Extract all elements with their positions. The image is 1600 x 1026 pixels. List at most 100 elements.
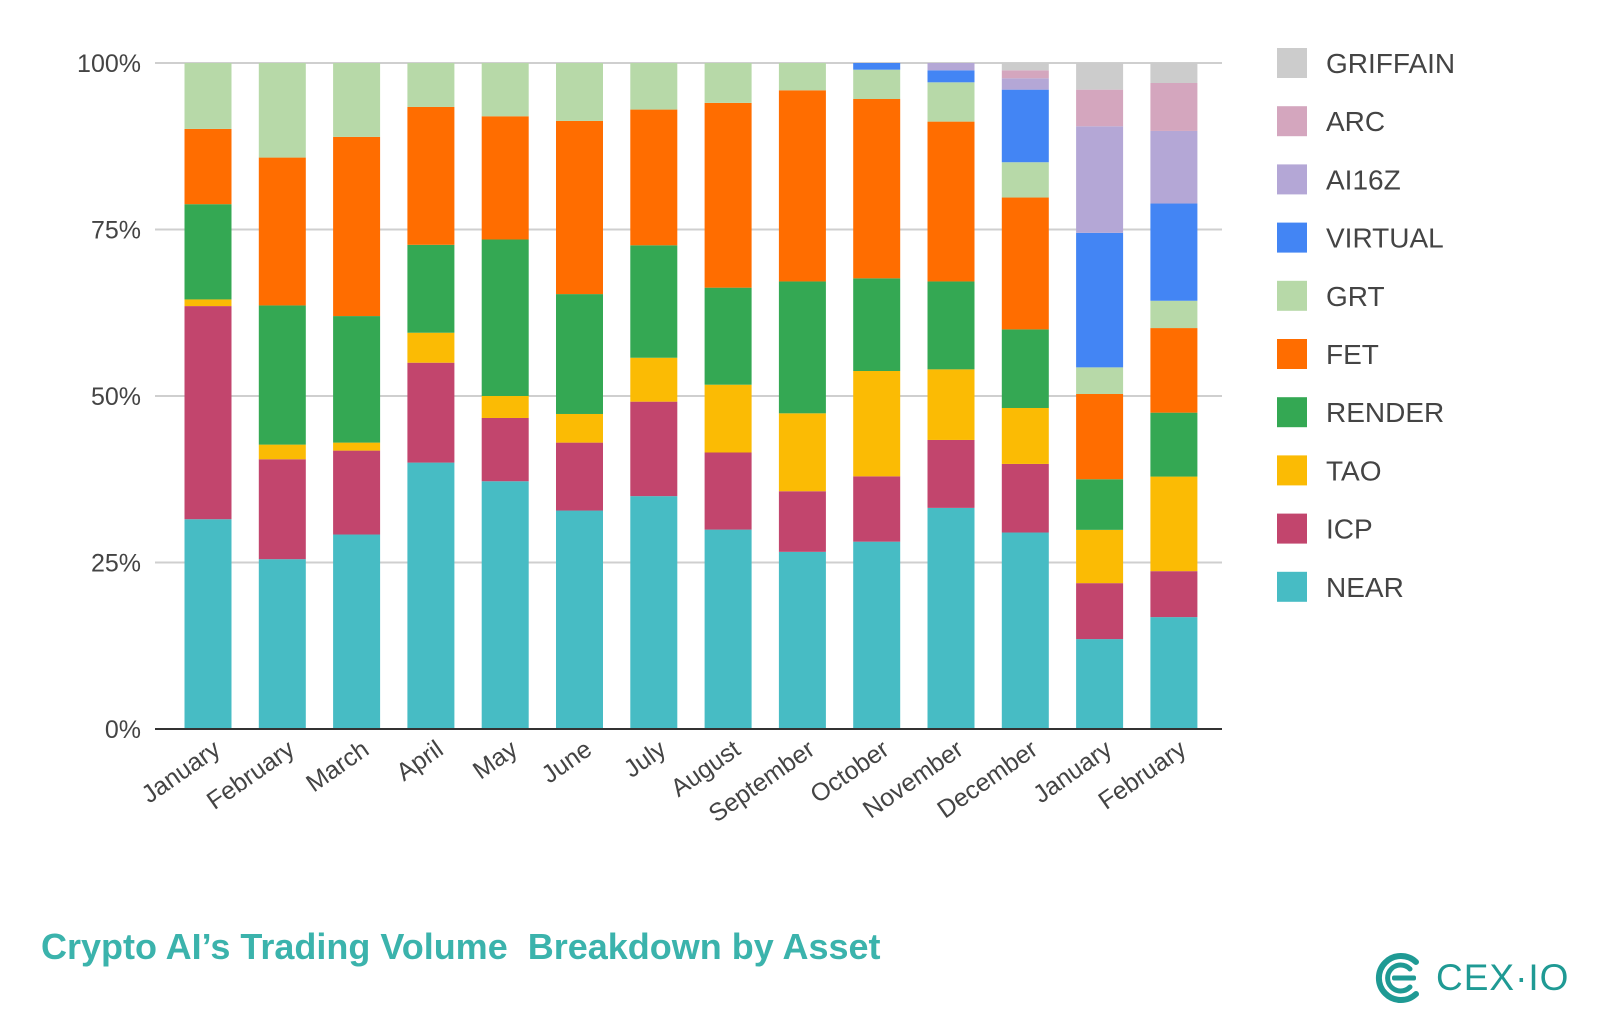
bar-segment-virtual (1001, 89, 1049, 163)
bar-segment-tao (407, 332, 455, 363)
bar-segment-icp (333, 450, 381, 535)
bar-segment-icp (630, 401, 678, 497)
bar-segment-render (1150, 412, 1198, 477)
bars (184, 63, 1198, 729)
bar-segment-icp (1150, 571, 1198, 618)
bar-segment-ai16z (1150, 130, 1198, 204)
legend-swatch-ai16z (1277, 164, 1307, 195)
bar-segment-near (704, 529, 752, 729)
legend-label: VIRTUAL (1326, 223, 1444, 254)
x-tick-label: May (468, 735, 523, 785)
bar-segment-fet (630, 109, 678, 246)
brand-name: CEX·IO (1436, 957, 1570, 998)
bar-segment-ai16z (1076, 126, 1124, 233)
bar-segment-tao (1076, 529, 1124, 584)
bar-segment-icp (1001, 463, 1049, 533)
chart-title: Crypto AI’s Trading Volume Breakdown by … (41, 926, 881, 967)
bar-segment-render (556, 294, 603, 414)
bar-segment-tao (778, 413, 826, 492)
legend-swatch-render (1277, 397, 1307, 428)
bar-segment-near (1001, 532, 1049, 729)
bar-segment-tao (630, 357, 678, 402)
bar-segment-grt (1001, 162, 1049, 198)
x-tick-label: July (619, 735, 672, 784)
legend-label: AI16Z (1326, 164, 1401, 195)
bar-segment-fet (258, 157, 306, 306)
legend-label: TAO (1326, 455, 1381, 486)
legend-swatch-arc (1277, 106, 1307, 137)
legend-label: GRIFFAIN (1326, 48, 1455, 79)
cex-logo-icon (1375, 953, 1419, 1003)
bar-segment-grt (258, 63, 306, 158)
bar-segment-near (184, 519, 232, 729)
bar-segment-fet (1076, 394, 1124, 480)
legend: GRIFFAIN ARC AI16Z VIRTUAL GRT FET RENDER TAO IC… (1277, 48, 1455, 603)
bar-segment-tao (333, 442, 381, 451)
bar-segment-grt (481, 63, 529, 117)
bar-segment-icp (184, 306, 232, 520)
bar-segment-icp (556, 442, 603, 511)
bar-segment-arc (1076, 89, 1124, 127)
bar-segment-tao (704, 384, 752, 453)
bar-segment-tao (556, 413, 603, 443)
legend-label: FET (1326, 339, 1379, 370)
bar-segment-render (630, 245, 678, 358)
bar-segment-fet (1150, 328, 1198, 413)
bar-segment-near (853, 541, 901, 729)
bar-segment-render (704, 287, 752, 385)
brand-logo: CEX·IO (1370, 946, 1569, 1010)
bar-segment-render (778, 281, 826, 414)
y-tick-label: 25% (91, 550, 141, 578)
legend-label: GRT (1326, 281, 1385, 312)
bar-segment-near (927, 507, 975, 729)
bar-segment-render (1001, 329, 1049, 408)
bar-segment-grt (778, 63, 826, 91)
bar-segment-icp (778, 491, 826, 552)
bar-segment-tao (853, 371, 901, 477)
bar-segment-near (481, 481, 529, 729)
bar-segment-icp (481, 417, 529, 482)
x-tick-label: April (391, 735, 448, 787)
bar-segment-tao (258, 444, 306, 460)
bar-segment-render (258, 305, 306, 445)
bar-segment-fet (853, 99, 901, 279)
bar-segment-render (927, 281, 975, 370)
legend-swatch-griffain (1277, 48, 1307, 78)
bar-segment-grt (407, 63, 455, 107)
bar-segment-render (481, 239, 529, 396)
bar-segment-arc (1001, 70, 1049, 79)
bar-segment-icp (853, 476, 901, 542)
y-tick-label: 50% (91, 383, 141, 411)
bar-segment-fet (556, 120, 603, 295)
bar-segment-near (556, 510, 603, 729)
bar-segment-fet (407, 106, 455, 245)
legend-label: ICP (1326, 514, 1373, 545)
bar-segment-icp (1076, 583, 1124, 640)
bar-segment-tao (1150, 476, 1198, 572)
bar-segment-ai16z (1001, 78, 1049, 90)
legend-swatch-near (1277, 571, 1307, 602)
bar-segment-virtual (927, 70, 975, 83)
legend-swatch-icp (1277, 513, 1307, 544)
bar-segment-icp (927, 439, 975, 508)
bar-segment-fet (184, 128, 232, 205)
legend-label: RENDER (1326, 397, 1444, 428)
bar-segment-render (333, 316, 381, 443)
bar-segment-render (1076, 479, 1124, 530)
legend-swatch-virtual (1277, 222, 1307, 253)
bar-segment-tao (184, 299, 232, 307)
bar-segment-near (407, 462, 455, 729)
legend-swatch-tao (1277, 455, 1307, 486)
bar-segment-arc (1150, 82, 1198, 131)
bar-segment-near (258, 559, 306, 729)
legend-swatch-fet (1277, 339, 1307, 369)
bar-segment-fet (704, 102, 752, 288)
bar-segment-render (853, 278, 901, 371)
bar-segment-fet (927, 121, 975, 282)
bar-segment-near (778, 551, 826, 729)
bar-segment-icp (704, 452, 752, 530)
bar-segment-griffain (1150, 63, 1198, 83)
x-tick-label: June (536, 735, 596, 789)
bar-segment-grt (630, 63, 678, 110)
bar-segment-fet (333, 136, 381, 317)
